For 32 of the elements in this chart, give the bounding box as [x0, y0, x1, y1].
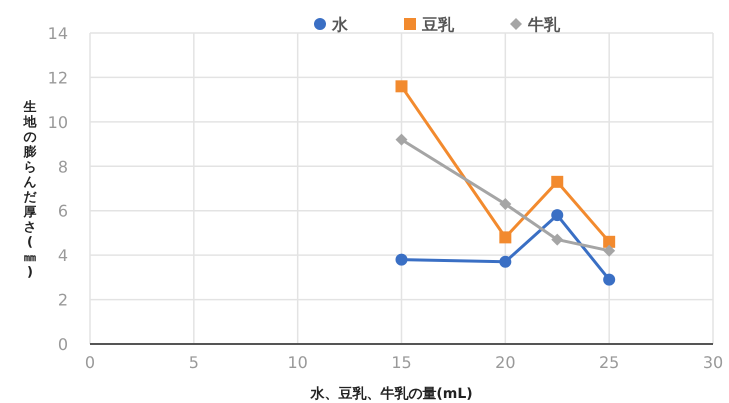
point: [499, 198, 512, 210]
x-tick-label: 0: [84, 353, 96, 372]
point: [551, 176, 564, 188]
point: [603, 244, 616, 257]
point: [396, 254, 408, 266]
legend-label: 豆乳: [421, 15, 455, 34]
y-tick-label: 6: [58, 202, 68, 221]
point: [603, 236, 616, 248]
point: [551, 234, 564, 246]
x-tick-label: 15: [391, 353, 412, 372]
text: 生地の膨らんだ厚さ(㎜): [24, 100, 36, 280]
point: [396, 80, 408, 92]
legend-label: 牛乳: [527, 15, 561, 34]
x-tick-label: 10: [287, 353, 308, 372]
point: [396, 134, 408, 146]
x-axis-title: 水、豆乳、牛乳の量(mL): [309, 386, 473, 402]
y-tick-label: 12: [48, 68, 68, 88]
y-tick-label: 2: [58, 290, 68, 310]
y-tick-label: 10: [48, 112, 68, 132]
y-tick-label: 8: [58, 157, 68, 176]
y-tick-label: 0: [58, 335, 68, 354]
point: [551, 209, 564, 222]
x-tick-label: 25: [598, 353, 620, 372]
point: [499, 231, 512, 244]
legend-label: 水: [331, 15, 349, 34]
y-tick-label: 4: [58, 246, 68, 266]
point: [603, 274, 616, 286]
x-tick-label: 5: [188, 353, 199, 372]
y-tick-label: 14: [48, 24, 68, 43]
point: [499, 256, 512, 268]
x-tick-label: 20: [495, 353, 516, 372]
x-tick-label: 30: [702, 353, 724, 372]
